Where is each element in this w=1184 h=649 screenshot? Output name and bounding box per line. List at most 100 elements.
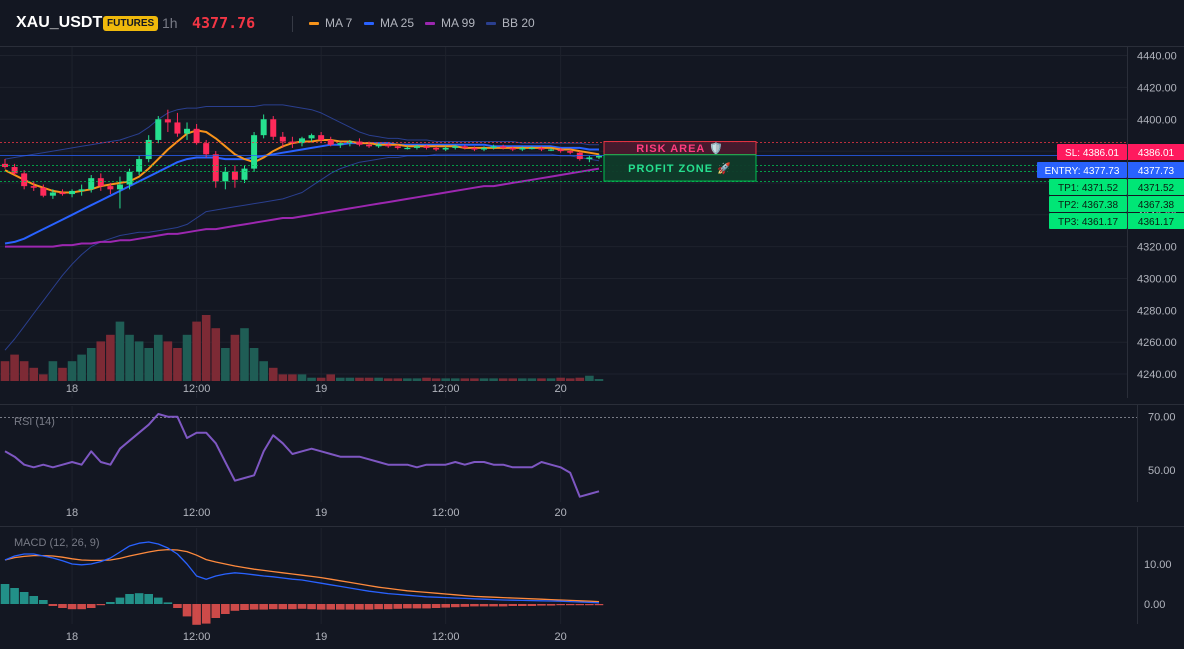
volume-bar [422,377,431,381]
macd-hist-bar [259,604,268,610]
macd-hist-bar [153,597,163,604]
volume-bar [134,341,144,381]
volume-bar [153,334,163,381]
candle-body [509,147,516,150]
level-price-label-tp3: 4361.17 [1138,217,1175,228]
macd-hist-bar [297,604,307,609]
volume-bar [39,374,48,381]
macd-hist-bar [39,600,48,604]
level-tag-label-sl: SL: 4386.01 [1065,148,1119,159]
macd-tick-label: 10.00 [1144,559,1172,571]
volume-bar [412,378,422,381]
volume-bar [86,348,96,381]
candle-body [49,192,56,196]
macd-hist-bar [546,604,556,606]
candle-body [461,146,468,148]
macd-hist-bar [326,604,336,610]
macd-title: MACD (12, 26, 9) [14,537,100,549]
legend-ma7[interactable]: MA 7 [309,16,352,30]
candle-body [308,135,315,139]
candle-body [40,187,47,196]
candle-body [375,144,382,147]
price-tick-label: 4240.00 [1137,369,1177,381]
time-tick-label: 12:00 [432,631,460,643]
rsi-tick-label: 50.00 [1148,465,1176,477]
macd-hist-bar [431,604,441,608]
volume-bar [518,378,527,381]
legend-bb20[interactable]: BB 20 [486,16,535,30]
macd-hist-bar [527,604,537,606]
level-price-tag-entry [1128,162,1184,178]
macd-hist-bar [556,604,565,606]
macd-hist-bar [288,604,297,610]
legend-label-ma7: MA 7 [325,16,353,30]
volume-bar [240,328,249,381]
volume-bar [316,377,326,381]
volume-bar [431,378,441,381]
candle-body [145,139,152,160]
symbol-title[interactable]: XAU_USDT [16,14,103,31]
time-tick-label: 12:00 [183,507,211,519]
candle-body [318,135,325,140]
macd-hist-bar [479,604,489,607]
macd-hist-bar [460,604,470,607]
price-tick-label: 4320.00 [1137,242,1177,254]
macd-hist-bar [67,604,77,610]
macd-hist-bar [201,604,211,624]
volume-bar [393,378,403,381]
macd-hist-bar [173,604,182,608]
time-tick-label: 12:00 [183,383,211,395]
macd-hist-bar [144,594,153,604]
candle-body [586,157,593,160]
volume-bar [364,377,374,381]
volume-bar [0,361,10,381]
ma25-line [4,142,599,245]
volume-bar [565,378,575,381]
time-tick-label: 12:00 [432,383,460,395]
macd-hist-bar [10,588,19,604]
level-price-label-tp1: 4371.52 [1138,183,1175,194]
volume-bar [221,348,230,381]
macd-hist-bar [518,604,527,606]
candle-body [222,171,229,182]
price-tick-label: 4420.00 [1137,82,1177,94]
trade-zones: RISK AREA 🛡️ PROFIT ZONE 🚀 [603,141,757,182]
legend-swatch-ma25 [364,21,374,25]
macd-hist-bar [96,604,106,606]
legend-ma25[interactable]: MA 25 [364,16,414,30]
candle-body [557,149,564,152]
time-axis: 18 12:00 19 12:00 20 18 12:00 19 12:00 20 18 12:00 1… [66,383,567,643]
price-tick-label: 4400.00 [1137,114,1177,126]
candle-body [30,186,37,188]
candle-body [279,136,286,142]
macd-hist-bar [307,604,316,610]
candle-body [260,119,267,136]
macd-hist-bar [240,604,249,610]
candle-body [394,146,401,148]
zone-label-risk: RISK AREA 🛡️ [636,142,723,155]
macd-line [4,541,600,604]
volume-bar [259,361,268,381]
volume-bar [115,321,125,381]
volume-bar [575,377,585,381]
volume-bar [268,367,278,381]
price-tick-label: 4280.00 [1137,305,1177,317]
macd-hist-bar [268,604,278,610]
macd-hist-bar [565,604,575,606]
macd-hist-bar [221,604,230,614]
macd-hist-bar [29,596,39,604]
volume-bar [173,348,182,381]
timeframe-label[interactable]: 1h [162,15,178,31]
volume-bar [546,378,556,381]
macd-hist-bar [115,597,125,604]
level-price-tag-tp3 [1128,213,1184,229]
legend-ma99[interactable]: MA 99 [425,16,475,30]
legend-label-ma25: MA 25 [380,16,415,30]
candle-body [59,192,66,195]
volume-bar [460,378,470,381]
time-tick-label: 20 [555,507,567,519]
candle-body [126,171,133,185]
volume-bar [77,354,86,381]
candle-body [595,155,602,158]
